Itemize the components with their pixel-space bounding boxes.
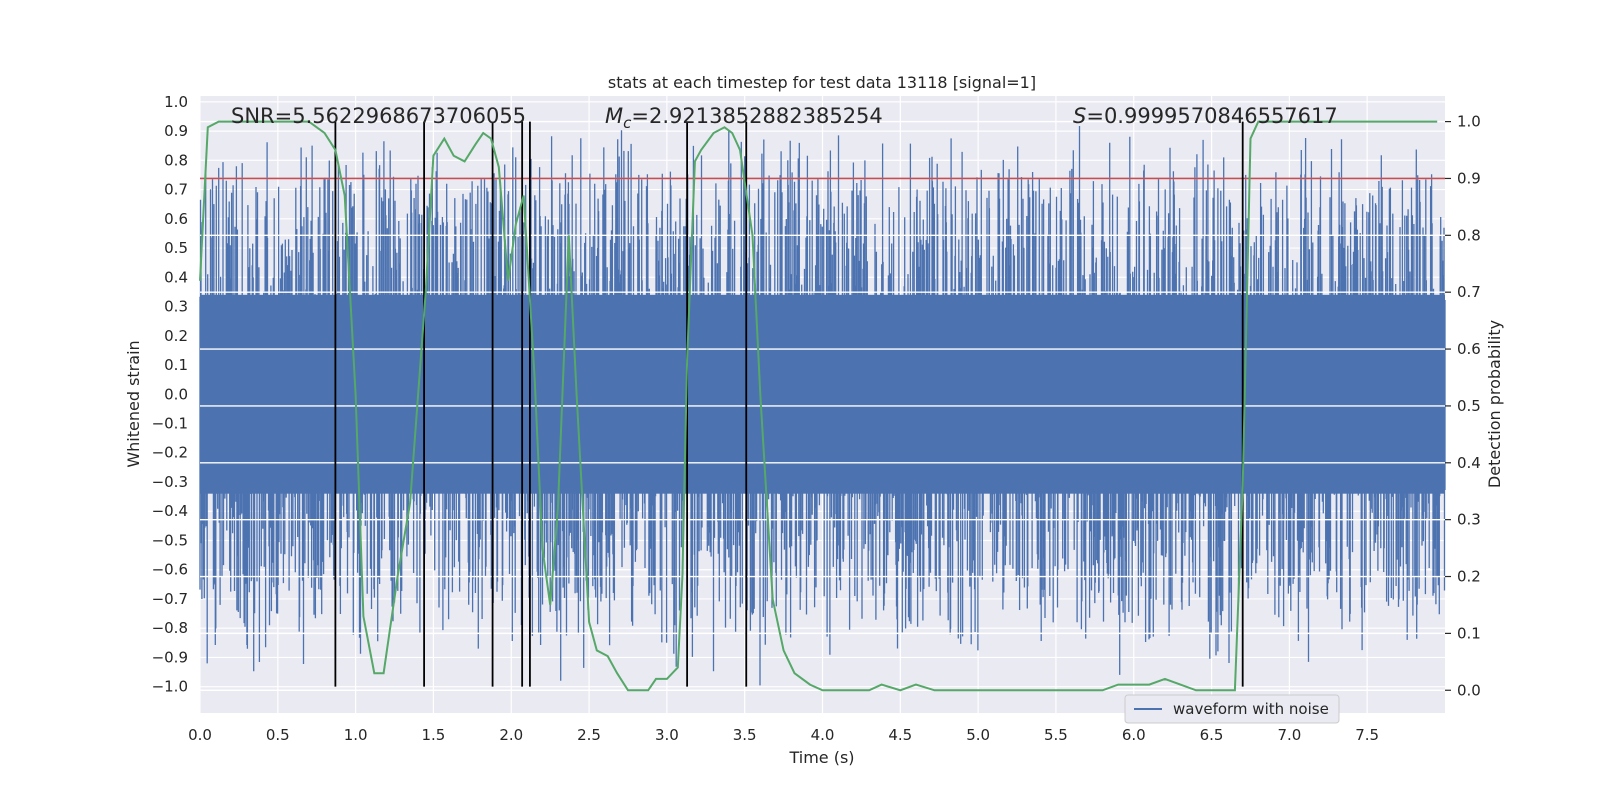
probability-series	[199, 120, 1438, 692]
chirp-mass-value: =2.9213852882385254	[631, 104, 882, 128]
x-tick-label: 0.0	[188, 726, 212, 744]
y-tick-label-left: 0.2	[164, 327, 188, 345]
chirp-mass-annotation: Mc=2.9213852882385254	[605, 104, 883, 132]
x-tick-label: 6.0	[1122, 726, 1146, 744]
x-tick-label: 4.5	[888, 726, 912, 744]
y-tick-label-left: −0.8	[152, 619, 188, 637]
y-tick-label-left: 0.6	[164, 210, 188, 228]
x-tick-label: 5.0	[966, 726, 990, 744]
y-tick-label-right: 0.2	[1457, 568, 1481, 586]
y-tick-label-left: −0.7	[152, 590, 188, 608]
x-tick-label: 7.0	[1277, 726, 1301, 744]
y-tick-label-left: 0.5	[164, 239, 188, 257]
legend-label-waveform: waveform with noise	[1173, 700, 1329, 718]
chart-title: stats at each timestep for test data 131…	[608, 73, 1036, 92]
y-tick-label-left: −0.4	[152, 502, 188, 520]
probability-line	[199, 120, 1438, 692]
detection-score-value: =0.9999570846557617	[1086, 104, 1337, 128]
y-tick-label-right: 1.0	[1457, 113, 1481, 131]
y-tick-label-right: 0.4	[1457, 454, 1481, 472]
y-tick-label-left: 0.7	[164, 181, 188, 199]
vertical-markers	[334, 121, 1244, 687]
y-tick-label-left: 0.1	[164, 356, 188, 374]
detection-score-annotation: S=0.9999570846557617	[1073, 104, 1338, 128]
y-tick-label-left: −0.1	[152, 415, 188, 433]
y-tick-label-right: 0.7	[1457, 283, 1481, 301]
y-tick-label-left: −0.2	[152, 444, 188, 462]
x-axis-label: Time (s)	[788, 748, 854, 767]
y-tick-label-left: 0.4	[164, 268, 188, 286]
y-tick-label-left: 0.0	[164, 385, 188, 403]
legend-box	[1124, 694, 1340, 724]
x-tick-label: 1.0	[344, 726, 368, 744]
y-tick-label-left: 0.9	[164, 122, 188, 140]
x-tick-label: 2.0	[499, 726, 523, 744]
y-axis-label-left: Whitened strain	[124, 340, 143, 467]
y-tick-label-right: 0.0	[1457, 681, 1481, 699]
waveform-series	[199, 126, 1446, 686]
x-tick-label: 3.5	[733, 726, 757, 744]
detection-score-symbol: S	[1073, 104, 1086, 128]
y-axis-label-right: Detection probability	[1485, 320, 1504, 488]
y-tick-label-right: 0.5	[1457, 397, 1481, 415]
y-tick-label-left: −0.5	[152, 531, 188, 549]
x-tick-label: 6.5	[1200, 726, 1224, 744]
y-tick-label-left: 0.3	[164, 298, 188, 316]
y-tick-label-right: 0.1	[1457, 624, 1481, 642]
snr-annotation: SNR=5.5622968673706055	[231, 104, 526, 128]
chirp-mass-symbol: M	[605, 104, 623, 128]
x-tick-label: 5.5	[1044, 726, 1068, 744]
y-tick-label-left: −0.9	[152, 648, 188, 666]
waveform-core-band	[200, 294, 1445, 494]
y-tick-label-right: 0.9	[1457, 169, 1481, 187]
x-tick-label: 3.0	[655, 726, 679, 744]
y-tick-label-left: 0.8	[164, 151, 188, 169]
y-tick-label-left: 1.0	[164, 93, 188, 111]
y-tick-label-right: 0.8	[1457, 226, 1481, 244]
ticks: 0.0 0.5 1.0 1.5 2.0 2.5 3.0 3.5 4.0 4.5 5.0 5.5 6.0 6…	[152, 93, 1481, 744]
y-tick-label-left: −0.6	[152, 561, 188, 579]
y-tick-label-left: −0.3	[152, 473, 188, 491]
y-tick-label-right: 0.3	[1457, 511, 1481, 529]
x-tick-label: 0.5	[266, 726, 290, 744]
y-tick-label-left: −1.0	[152, 678, 188, 696]
x-tick-label: 2.5	[577, 726, 601, 744]
y-tick-label-right: 0.6	[1457, 340, 1481, 358]
chirp-mass-subscript: c	[623, 114, 632, 132]
legend: waveform with noise	[1124, 694, 1340, 724]
x-tick-label: 4.0	[811, 726, 835, 744]
x-tick-label: 7.5	[1355, 726, 1379, 744]
x-tick-label: 1.5	[422, 726, 446, 744]
